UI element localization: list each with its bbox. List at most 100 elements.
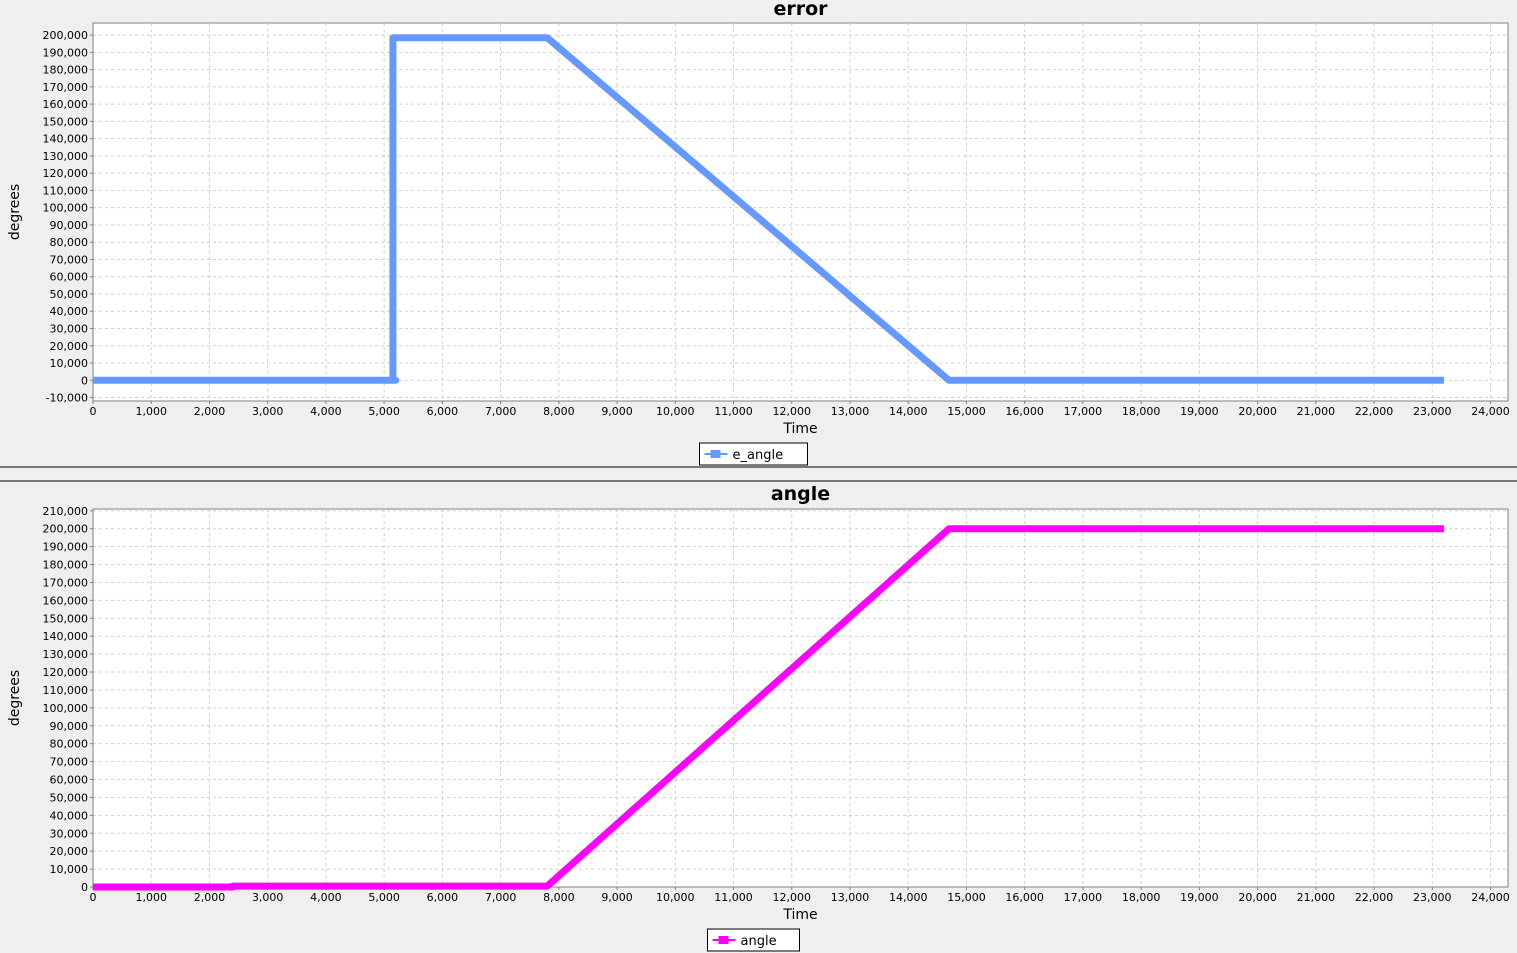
x-tick-label: 13,000 xyxy=(831,405,870,418)
y-tick-label: 160,000 xyxy=(43,594,89,607)
y-tick-label: 180,000 xyxy=(43,559,89,572)
x-tick-label: 12,000 xyxy=(773,405,812,418)
x-tick-label: 17,000 xyxy=(1064,405,1103,418)
y-tick-label: 10,000 xyxy=(50,863,89,876)
x-tick-label: 16,000 xyxy=(1005,405,1044,418)
y-tick-label: 170,000 xyxy=(43,81,89,94)
x-axis-title: Time xyxy=(782,907,817,923)
y-tick-label: 140,000 xyxy=(43,630,89,643)
y-tick-label: 180,000 xyxy=(43,64,89,77)
x-tick-label: 0 xyxy=(90,405,97,418)
x-tick-label: 8,000 xyxy=(543,891,575,904)
y-tick-label: 90,000 xyxy=(50,219,89,232)
x-tick-label: 24,000 xyxy=(1471,405,1510,418)
y-tick-label: 100,000 xyxy=(43,702,89,715)
y-tick-label: 190,000 xyxy=(43,541,89,554)
x-tick-label: 10,000 xyxy=(656,405,695,418)
y-tick-label: 110,000 xyxy=(43,184,89,197)
y-tick-label: 50,000 xyxy=(50,288,89,301)
x-tick-label: 21,000 xyxy=(1297,891,1336,904)
y-tick-label: 30,000 xyxy=(50,323,89,336)
x-tick-label: 4,000 xyxy=(310,405,342,418)
y-tick-label: 40,000 xyxy=(50,809,89,822)
x-axis-title: Time xyxy=(782,421,817,437)
plot-area xyxy=(92,508,1509,888)
y-tick-label: 40,000 xyxy=(50,305,89,318)
x-tick-label: 19,000 xyxy=(1180,891,1219,904)
y-tick-label: 90,000 xyxy=(50,720,89,733)
series-line-angle xyxy=(93,525,1444,891)
x-tick-label: 16,000 xyxy=(1005,891,1044,904)
y-tick-label: 150,000 xyxy=(43,612,89,625)
y-tick-label: 140,000 xyxy=(43,133,89,146)
x-tick-label: 3,000 xyxy=(252,891,284,904)
y-tick-label: 190,000 xyxy=(43,46,89,59)
legend-box xyxy=(699,442,808,466)
angle-chart: 0 10,000 20,000 30,000 40,000 50,000 60,000 70,… xyxy=(7,483,1510,952)
chart-title: error xyxy=(773,0,828,20)
x-tick-label: 5,000 xyxy=(368,405,400,418)
y-axis-title: degrees xyxy=(7,670,23,726)
legend-label: e_angle xyxy=(733,448,784,463)
x-tick-label: 14,000 xyxy=(889,891,928,904)
x-tick-label: 1,000 xyxy=(135,405,167,418)
y-tick-label: 80,000 xyxy=(50,236,89,249)
x-tick-label: 8,000 xyxy=(543,405,575,418)
x-tick-label: 17,000 xyxy=(1064,891,1103,904)
y-tick-label: 30,000 xyxy=(50,827,89,840)
legend-swatch-marker xyxy=(718,936,729,944)
x-tick-label: 0 xyxy=(90,891,97,904)
x-tick-label: 7,000 xyxy=(485,891,517,904)
x-tick-label: 5,000 xyxy=(368,891,400,904)
x-tick-label: 18,000 xyxy=(1122,405,1161,418)
x-tick-label: 6,000 xyxy=(427,405,459,418)
y-tick-label: 50,000 xyxy=(50,791,89,804)
y-tick-label: 130,000 xyxy=(43,150,89,163)
x-tick-label: 6,000 xyxy=(427,891,459,904)
y-tick-label: 150,000 xyxy=(43,115,89,128)
y-tick-label: 160,000 xyxy=(43,98,89,111)
y-tick-label: 60,000 xyxy=(50,774,89,787)
x-tick-label: 7,000 xyxy=(485,405,517,418)
x-tick-label: 18,000 xyxy=(1122,891,1161,904)
x-tick-label: 23,000 xyxy=(1413,405,1452,418)
y-tick-label: 130,000 xyxy=(43,648,89,661)
x-tick-label: 12,000 xyxy=(773,891,812,904)
x-tick-label: 24,000 xyxy=(1471,891,1510,904)
legend-swatch-marker xyxy=(710,450,721,458)
y-tick-label: 110,000 xyxy=(43,684,89,697)
y-tick-label: 70,000 xyxy=(50,253,89,266)
x-tick-label: 9,000 xyxy=(601,405,633,418)
x-tick-label: 10,000 xyxy=(656,891,695,904)
y-tick-label: 0 xyxy=(81,374,88,387)
y-tick-label: 70,000 xyxy=(50,756,89,769)
x-tick-label: 14,000 xyxy=(889,405,928,418)
x-tick-label: 1,000 xyxy=(135,891,167,904)
x-tick-label: 3,000 xyxy=(252,405,284,418)
x-tick-label: 19,000 xyxy=(1180,405,1219,418)
x-tick-label: 11,000 xyxy=(714,891,753,904)
y-tick-label: 20,000 xyxy=(50,340,89,353)
x-tick-label: 13,000 xyxy=(831,891,870,904)
x-tick-label: 2,000 xyxy=(194,891,226,904)
y-tick-label: 200,000 xyxy=(43,29,89,42)
x-tick-label: 15,000 xyxy=(947,405,986,418)
y-tick-label: 120,000 xyxy=(43,666,89,679)
y-tick-label: 10,000 xyxy=(50,357,89,370)
y-tick-label: -10,000 xyxy=(46,392,88,405)
x-tick-label: 20,000 xyxy=(1238,405,1277,418)
x-tick-label: 22,000 xyxy=(1355,405,1394,418)
y-tick-label: 100,000 xyxy=(43,202,89,215)
x-tick-label: 21,000 xyxy=(1297,405,1336,418)
plot-area xyxy=(92,22,1509,402)
y-tick-label: 80,000 xyxy=(50,738,89,751)
y-tick-label: 170,000 xyxy=(43,576,89,589)
y-tick-label: 120,000 xyxy=(43,167,89,180)
legend-label: angle xyxy=(741,934,777,949)
y-tick-label: 200,000 xyxy=(43,523,89,536)
x-tick-label: 11,000 xyxy=(714,405,753,418)
y-tick-label: 210,000 xyxy=(43,505,89,518)
x-tick-label: 9,000 xyxy=(601,891,633,904)
x-tick-label: 22,000 xyxy=(1355,891,1394,904)
